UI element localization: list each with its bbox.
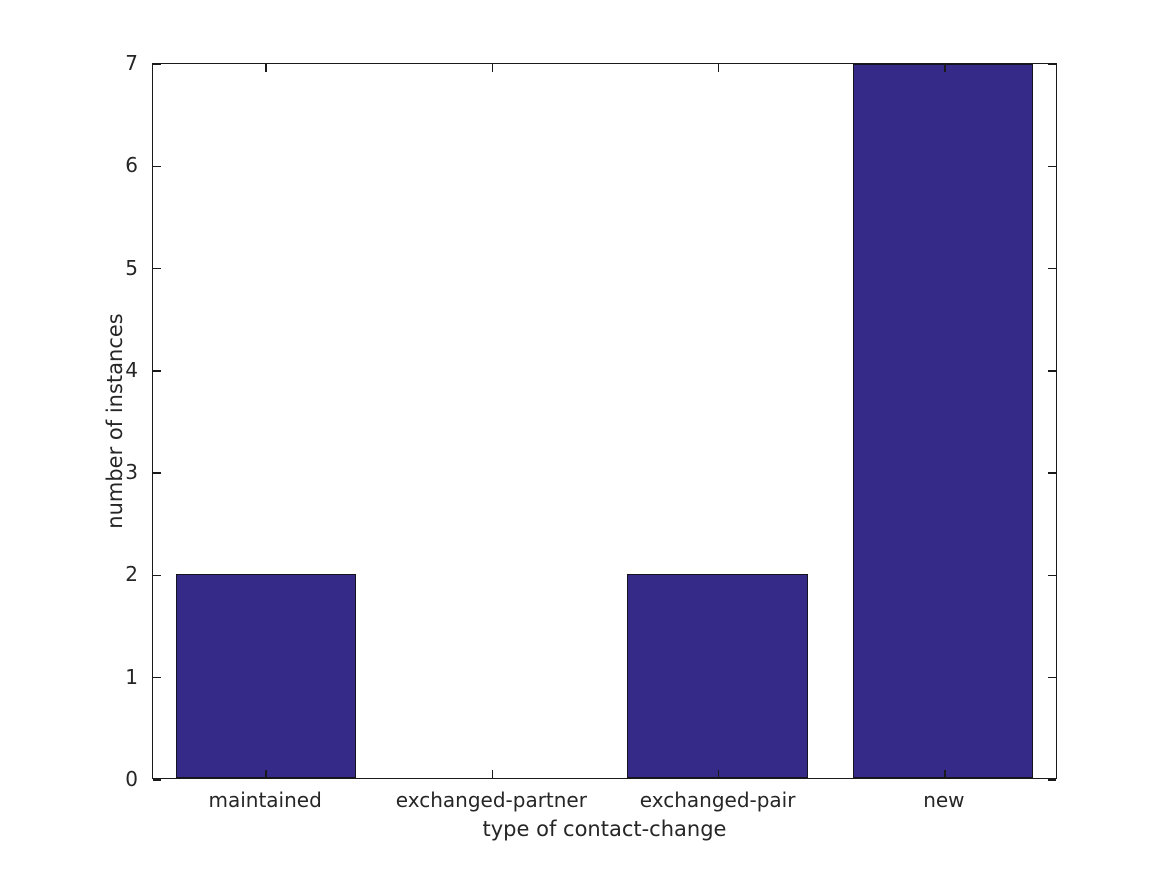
x-tick-bottom [491, 770, 494, 778]
x-tick-top [265, 64, 267, 72]
y-tick-right [1048, 472, 1056, 474]
bar-maintained [175, 574, 357, 778]
y-tick-label: 5 [125, 255, 138, 280]
y-tick-label: 6 [125, 153, 138, 178]
y-tick-left [153, 267, 161, 270]
y-tick-right [1048, 63, 1056, 65]
x-tick-bottom [944, 770, 946, 778]
y-tick-label: 3 [125, 460, 138, 485]
x-tick-label: exchanged-pair [639, 788, 796, 812]
plot-area [152, 63, 1057, 781]
y-axis-title: number of instances [103, 313, 127, 529]
y-tick-label: 1 [125, 664, 138, 689]
y-tick-right [1048, 574, 1056, 577]
x-tick-bottom [717, 770, 720, 778]
x-tick-top [491, 64, 494, 72]
y-tick-left [153, 370, 161, 372]
y-tick-label: 4 [125, 357, 138, 382]
y-tick-left [153, 779, 161, 781]
y-tick-label: 2 [125, 562, 138, 587]
bar-new [852, 64, 1034, 778]
x-tick-bottom [265, 770, 267, 778]
y-tick-right [1048, 677, 1056, 679]
x-tick-label: new [923, 788, 965, 812]
x-tick-label: maintained [208, 788, 322, 812]
x-tick-label: exchanged-partner [395, 788, 587, 812]
y-tick-left [153, 165, 161, 167]
x-axis-title: type of contact-change [482, 817, 727, 841]
x-tick-top [944, 64, 946, 72]
y-tick-label: 7 [125, 51, 138, 75]
y-tick-left [153, 63, 161, 65]
y-tick-right [1048, 267, 1056, 270]
x-tick-top [717, 64, 720, 72]
y-tick-label: 0 [125, 767, 138, 791]
y-tick-right [1048, 779, 1056, 781]
y-tick-right [1048, 165, 1056, 167]
y-tick-right [1048, 370, 1056, 372]
y-tick-left [153, 574, 161, 577]
bar-exchanged-pair [627, 574, 808, 778]
y-tick-left [153, 677, 161, 679]
y-tick-left [153, 472, 161, 474]
